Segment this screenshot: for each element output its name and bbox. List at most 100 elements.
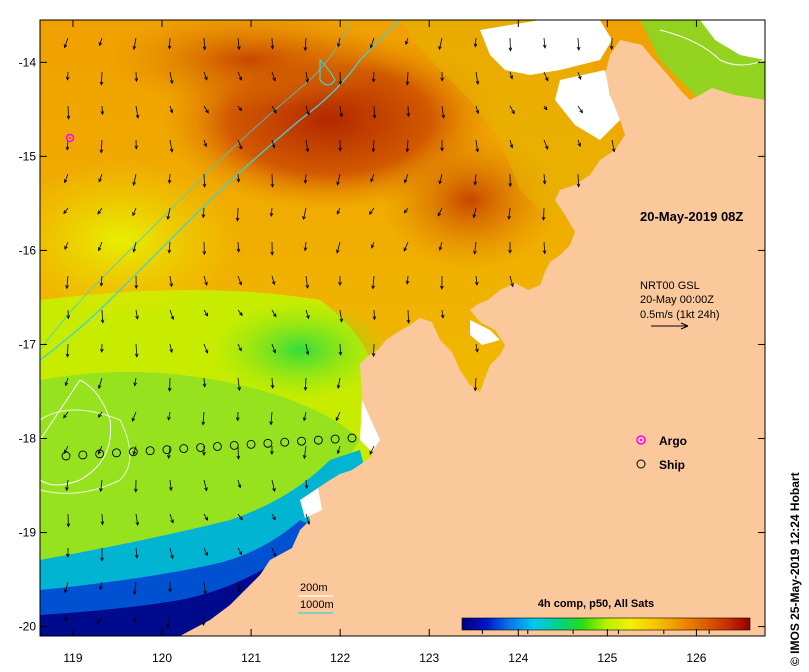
current-arrow — [65, 479, 69, 492]
current-arrow — [269, 411, 274, 426]
current-arrow — [271, 343, 277, 354]
current-arrow — [169, 71, 174, 85]
current-arrow — [202, 173, 207, 188]
current-arrow — [440, 275, 444, 290]
ship-position-marker — [246, 439, 256, 449]
current-arrow — [201, 615, 206, 627]
plot-frame — [39, 19, 766, 637]
current-arrow — [169, 513, 174, 524]
ship-position-marker — [263, 438, 273, 448]
current-arrow — [303, 377, 308, 392]
sea-blue-band — [40, 520, 320, 636]
cloud-north — [480, 20, 612, 75]
current-arrow — [169, 139, 174, 153]
current-arrow — [303, 37, 308, 52]
current-arrow — [237, 547, 243, 556]
current-arrow — [133, 479, 138, 493]
y-tick-label: -17 — [19, 337, 37, 351]
current-arrow — [99, 479, 103, 493]
legend-argo: Argo — [636, 434, 687, 448]
current-arrow — [371, 343, 376, 358]
current-arrow — [98, 411, 103, 418]
current-arrow — [202, 241, 207, 256]
current-arrow — [543, 71, 549, 82]
current-arrow — [473, 377, 478, 392]
sea-ne-band — [400, 20, 620, 220]
reference-arrow-icon — [651, 322, 689, 330]
current-arrow — [543, 139, 549, 150]
current-arrow — [338, 275, 342, 287]
ship-position-marker — [297, 436, 306, 446]
current-arrow — [303, 241, 308, 252]
current-arrow — [169, 343, 174, 354]
warm-core-north — [110, 20, 390, 110]
current-arrow — [237, 37, 241, 51]
contour-1000m-b — [40, 20, 351, 351]
current-arrow — [508, 37, 513, 52]
current-arrow — [336, 445, 341, 455]
ship-position-marker — [179, 444, 189, 454]
contour-200m-ne — [659, 29, 765, 66]
current-arrow — [203, 581, 207, 595]
colorbar: 4h comp, p50, All Sats 25 26 27 28 29 30 — [461, 598, 751, 634]
current-arrow — [403, 173, 409, 184]
y-tick-label: -20 — [19, 620, 37, 634]
current-arrow — [271, 547, 277, 558]
current-arrow — [542, 173, 547, 185]
current-arrow — [134, 139, 139, 150]
current-arrow — [372, 309, 377, 321]
current-arrow — [237, 581, 242, 593]
x-tick-label: 123 — [419, 651, 439, 665]
current-info-line2: 20-May 00:00Z — [640, 294, 714, 306]
x-tick-label: 124 — [508, 651, 528, 665]
current-arrow — [302, 445, 307, 460]
current-arrow — [611, 139, 616, 153]
depth-200m-label: 200m — [300, 582, 328, 594]
current-arrow — [305, 105, 310, 116]
current-arrow — [473, 241, 477, 255]
current-arrow — [167, 411, 171, 421]
current-arrow — [271, 513, 276, 521]
current-arrow — [167, 37, 172, 50]
current-arrow — [203, 547, 208, 557]
current-arrow — [131, 411, 137, 422]
current-arrow — [336, 377, 341, 389]
current-arrow — [271, 71, 276, 82]
contour-200m-west — [40, 379, 112, 486]
sea-green-mid — [210, 300, 390, 400]
current-arrow — [134, 71, 139, 83]
current-arrow — [66, 547, 70, 558]
current-arrow — [403, 207, 409, 214]
current-arrow — [66, 309, 71, 320]
current-arrow — [509, 139, 514, 149]
current-info-line1: NRT00 GSL — [640, 280, 700, 292]
current-arrow — [336, 37, 341, 48]
current-arrow — [335, 411, 341, 422]
current-arrow — [237, 71, 243, 81]
current-arrow — [509, 275, 514, 288]
ship-track — [61, 433, 357, 461]
current-arrow — [541, 207, 546, 221]
current-arrow — [475, 71, 480, 85]
current-arrow — [475, 343, 479, 353]
current-arrow — [270, 241, 275, 256]
current-arrow — [99, 139, 104, 154]
current-arrow — [97, 207, 103, 215]
current-arrow — [235, 411, 240, 422]
current-arrow — [65, 71, 70, 81]
current-arrow — [63, 173, 69, 184]
current-arrow — [577, 105, 583, 114]
current-arrow — [472, 207, 477, 219]
current-arrow — [369, 37, 375, 49]
current-arrow — [66, 513, 71, 528]
current-arrow — [65, 275, 69, 290]
current-arrow — [404, 37, 409, 46]
current-arrow — [201, 207, 206, 219]
y-tick-label: -19 — [19, 526, 37, 540]
current-arrow — [64, 241, 69, 250]
current-arrow — [305, 139, 310, 153]
x-tick-label: 122 — [330, 651, 350, 665]
ship-position-marker — [128, 447, 138, 457]
current-arrow — [169, 275, 174, 288]
current-arrow — [271, 309, 277, 318]
